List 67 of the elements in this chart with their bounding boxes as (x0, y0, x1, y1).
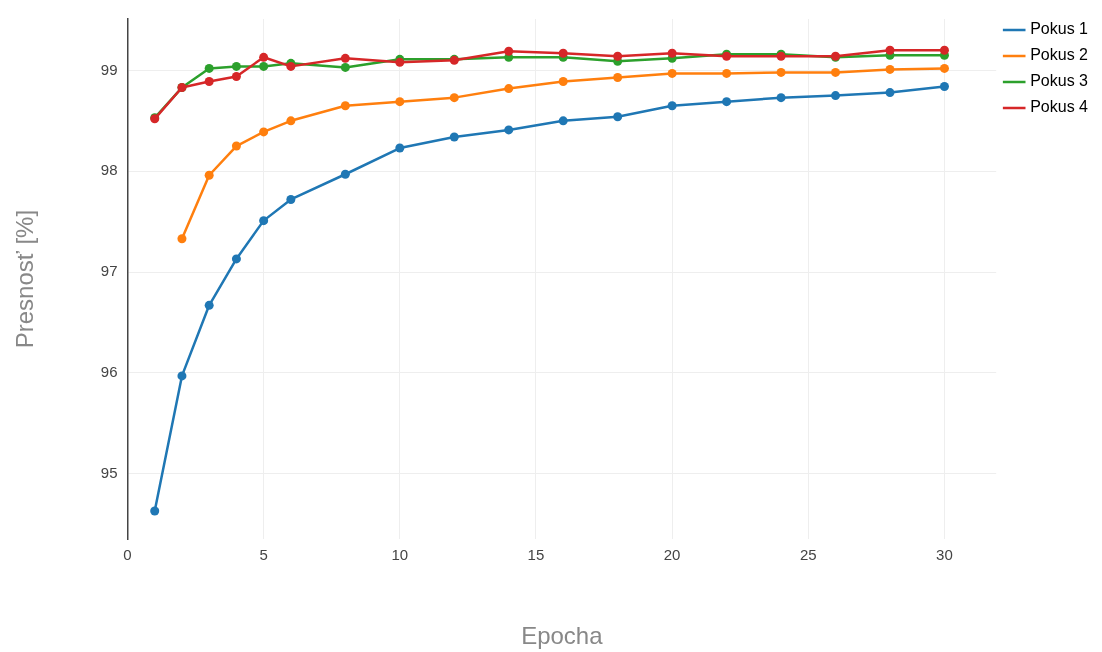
y-tick-label: 99 (100, 60, 118, 78)
point (831, 67, 841, 77)
legend-label: Pokus 3 (1030, 72, 1089, 90)
point (177, 234, 187, 244)
point (504, 125, 514, 135)
point (286, 194, 296, 204)
point (259, 216, 269, 226)
point (885, 88, 895, 98)
point (177, 371, 187, 381)
point (231, 254, 241, 264)
point (613, 51, 623, 61)
point (340, 62, 350, 72)
legend-label: Pokus 4 (1030, 98, 1089, 116)
point (395, 97, 405, 107)
point (939, 63, 949, 73)
point (667, 101, 677, 111)
point (939, 82, 949, 92)
point (259, 61, 269, 71)
point (613, 72, 623, 82)
point (613, 112, 623, 122)
point (204, 300, 214, 310)
point (722, 97, 732, 107)
point (286, 116, 296, 126)
x-axis-title: Epocha (521, 622, 604, 650)
point (340, 53, 350, 63)
y-tick-label: 96 (100, 363, 118, 380)
point (667, 68, 677, 78)
y-tick-label: 98 (100, 161, 118, 179)
point (150, 506, 160, 516)
point (885, 45, 895, 55)
point (204, 170, 214, 180)
point (722, 68, 732, 78)
point (504, 84, 514, 94)
point (449, 132, 459, 142)
x-tick-label: 20 (663, 546, 681, 564)
point (939, 45, 949, 55)
point (231, 61, 241, 71)
point (885, 64, 895, 74)
point (204, 77, 214, 87)
x-tick-label: 30 (936, 546, 953, 564)
point (231, 141, 241, 151)
point (340, 169, 350, 179)
x-tick-label: 15 (527, 546, 545, 564)
x-tick-label: 0 (123, 546, 132, 564)
point (259, 52, 269, 62)
x-tick-label: 5 (259, 546, 268, 564)
legend-label: Pokus 1 (1030, 20, 1089, 38)
point (231, 71, 241, 81)
point (667, 48, 677, 58)
legend-label: Pokus 2 (1030, 46, 1089, 64)
point (776, 67, 786, 77)
point (558, 77, 568, 87)
point (558, 48, 568, 58)
point (259, 127, 269, 137)
y-tick-label: 95 (100, 463, 118, 481)
point (395, 143, 405, 153)
x-tick-label: 10 (391, 546, 409, 564)
point (504, 46, 514, 56)
x-tick-label: 25 (799, 546, 817, 564)
point (449, 93, 459, 103)
point (558, 116, 568, 126)
point (340, 101, 350, 111)
point (776, 93, 786, 103)
point (831, 91, 841, 101)
y-tick-label: 97 (100, 262, 118, 280)
point (204, 63, 214, 73)
y-axis-title: Presnosť [%] (11, 209, 39, 349)
